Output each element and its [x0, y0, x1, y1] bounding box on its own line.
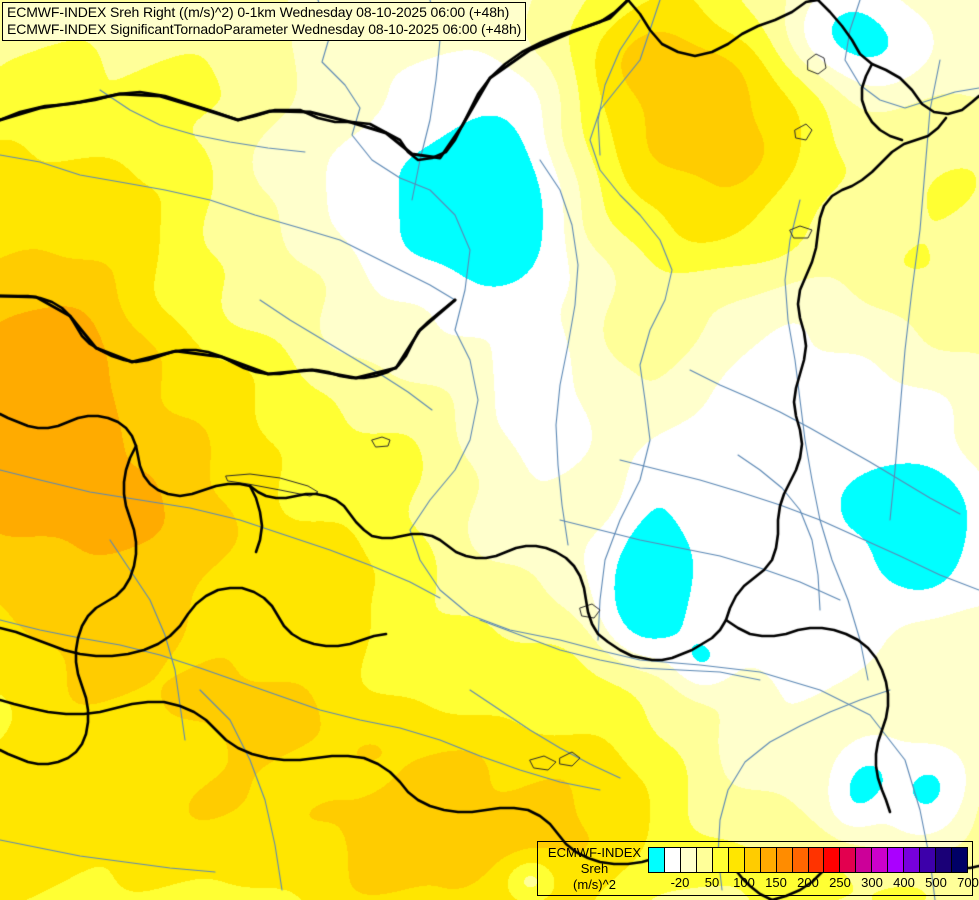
legend-box: ECMWF-INDEX Sreh (m/s)^2 -20 50 100 150 200 2…	[537, 841, 979, 896]
legend-tick--20: -20	[670, 875, 690, 890]
legend-swatch-1	[664, 848, 681, 872]
legend-swatch-16	[904, 848, 921, 872]
legend-tick-700: 700	[957, 875, 979, 890]
legend-label-group: ECMWF-INDEX Sreh (m/s)^2	[542, 845, 647, 893]
legend-swatch-4	[712, 848, 729, 872]
legend-swatch-11	[824, 848, 841, 872]
legend-swatch-17	[920, 848, 937, 872]
legend-tick-500: 500	[925, 875, 947, 890]
legend-model-label: ECMWF-INDEX	[547, 845, 642, 860]
legend-swatch-6	[744, 848, 761, 872]
map-title-line-1: ECMWF-INDEX Sreh Right ((m/s)^2) 0-1km W…	[7, 4, 510, 20]
map-title-box: ECMWF-INDEX Sreh Right ((m/s)^2) 0-1km W…	[2, 2, 527, 41]
legend-swatch-3	[696, 848, 713, 872]
legend-tick-300: 300	[861, 875, 883, 890]
legend-swatch-2	[680, 848, 697, 872]
legend-tick-150: 150	[765, 875, 787, 890]
legend-tick-50: 50	[704, 875, 720, 890]
legend-tick-labels: -20 50 100 150 200 250 300 400 500 700	[648, 875, 979, 895]
legend-swatch-0	[649, 848, 665, 872]
legend-swatch-14	[872, 848, 889, 872]
legend-tick-400: 400	[893, 875, 915, 890]
legend-swatch-5	[728, 848, 745, 872]
legend-swatch-12	[840, 848, 857, 872]
legend-color-scale	[648, 847, 968, 873]
legend-variable-label: Sreh	[580, 861, 609, 876]
legend-tick-100: 100	[733, 875, 755, 890]
legend-swatch-7	[760, 848, 777, 872]
legend-swatch-13	[856, 848, 873, 872]
legend-units-label: (m/s)^2	[573, 877, 616, 892]
legend-tick-250: 250	[829, 875, 851, 890]
legend-swatch-18	[936, 848, 953, 872]
legend-swatch-19	[952, 848, 968, 872]
legend-tick-200: 200	[797, 875, 819, 890]
legend-swatch-15	[888, 848, 905, 872]
legend-swatch-8	[776, 848, 793, 872]
legend-swatch-10	[808, 848, 825, 872]
legend-swatch-9	[792, 848, 809, 872]
map-title-line-2: ECMWF-INDEX SignificantTornadoParameter …	[7, 21, 522, 37]
